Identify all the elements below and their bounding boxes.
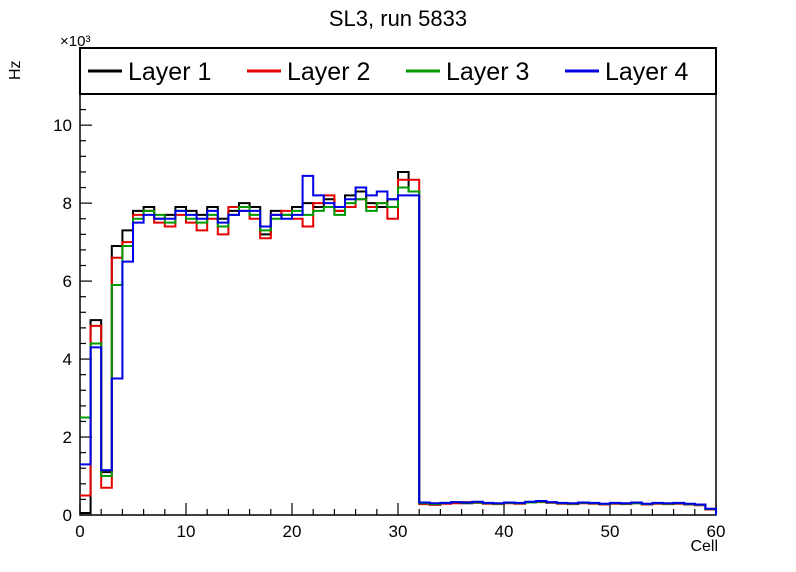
legend-label: Layer 3 bbox=[446, 58, 529, 86]
legend: Layer 1 Layer 2 Layer 3 Layer 4 bbox=[79, 47, 717, 95]
y-tick-label: 8 bbox=[63, 194, 72, 213]
y-axis-multiplier: ×10³ bbox=[60, 33, 90, 50]
x-tick-label: 10 bbox=[177, 522, 196, 541]
x-tick-label: 0 bbox=[75, 522, 84, 541]
chart-title: SL3, run 5833 bbox=[329, 6, 467, 31]
axis-frame bbox=[79, 54, 717, 516]
legend-label: Layer 2 bbox=[287, 58, 370, 86]
plot-area: 0 10 20 30 40 50 60 0 2 4 6 8 10 bbox=[53, 54, 726, 541]
y-axis-title: Hz bbox=[7, 60, 24, 80]
x-tick-label: 20 bbox=[283, 522, 302, 541]
series-layer-3 bbox=[80, 186, 717, 515]
x-tick-label: 60 bbox=[707, 522, 726, 541]
y-tick-label: 2 bbox=[63, 428, 72, 447]
legend-label: Layer 4 bbox=[605, 58, 688, 86]
x-tick-label: 50 bbox=[601, 522, 620, 541]
y-tick-label: 10 bbox=[53, 116, 72, 135]
x-tick-label: 30 bbox=[389, 522, 408, 541]
y-tick-label: 4 bbox=[63, 350, 72, 369]
x-axis-title: Cell bbox=[690, 538, 718, 555]
y-tick-label: 0 bbox=[63, 506, 72, 525]
legend-box bbox=[79, 47, 717, 95]
series-layer-2 bbox=[80, 178, 717, 515]
legend-label: Layer 1 bbox=[128, 58, 211, 86]
series-layer-4 bbox=[80, 174, 717, 515]
x-tick-label: 40 bbox=[495, 522, 514, 541]
y-tick-label: 6 bbox=[63, 272, 72, 291]
